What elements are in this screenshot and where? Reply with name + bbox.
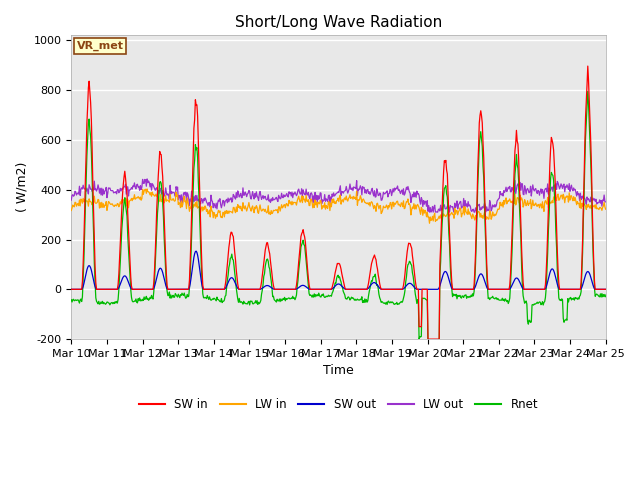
Rnet [425,348,433,353]
SW in [403,249,411,254]
Line: SW in: SW in [71,66,605,339]
Line: SW out: SW out [71,251,605,289]
SW out [404,281,412,287]
LW out [187,198,195,204]
SW out [77,287,84,292]
Rnet [602,294,609,300]
SW out [602,287,609,292]
SW out [67,287,75,292]
Legend: SW in, LW in, SW out, LW out, Rnet: SW in, LW in, SW out, LW out, Rnet [134,394,543,416]
SW in [77,287,84,292]
LW in [67,208,75,214]
Rnet [584,88,591,94]
LW in [77,196,84,202]
Y-axis label: ( W/m2): ( W/m2) [15,162,28,213]
X-axis label: Time: Time [323,364,354,377]
Title: Short/Long Wave Radiation: Short/Long Wave Radiation [235,15,442,30]
Rnet [403,265,411,271]
SW in [584,63,591,69]
SW in [186,259,194,264]
LW out [77,186,84,192]
SW in [424,336,432,342]
Rnet [419,295,427,301]
SW in [67,287,75,292]
Rnet [67,297,75,302]
Line: LW in: LW in [71,189,605,223]
LW out [67,197,75,203]
SW out [186,281,194,287]
LW in [143,186,151,192]
LW in [215,209,223,215]
LW in [420,207,428,213]
LW out [426,209,433,215]
Rnet [186,273,194,278]
LW out [143,176,151,182]
SW out [132,287,140,292]
SW in [132,287,140,292]
Text: VR_met: VR_met [77,41,124,51]
SW in [602,287,609,292]
SW out [192,248,200,254]
Rnet [214,297,222,302]
SW in [214,287,222,292]
SW in [419,287,427,292]
LW out [404,184,412,190]
LW in [426,220,433,226]
LW in [132,196,140,202]
LW out [215,198,223,204]
LW out [420,198,428,204]
LW in [187,205,195,211]
Line: Rnet: Rnet [71,91,605,350]
SW out [420,287,428,292]
SW out [215,287,223,292]
LW out [132,186,140,192]
Rnet [77,296,84,302]
LW in [404,196,412,202]
LW out [602,199,609,205]
Rnet [132,296,140,302]
Line: LW out: LW out [71,179,605,212]
LW in [602,206,609,212]
